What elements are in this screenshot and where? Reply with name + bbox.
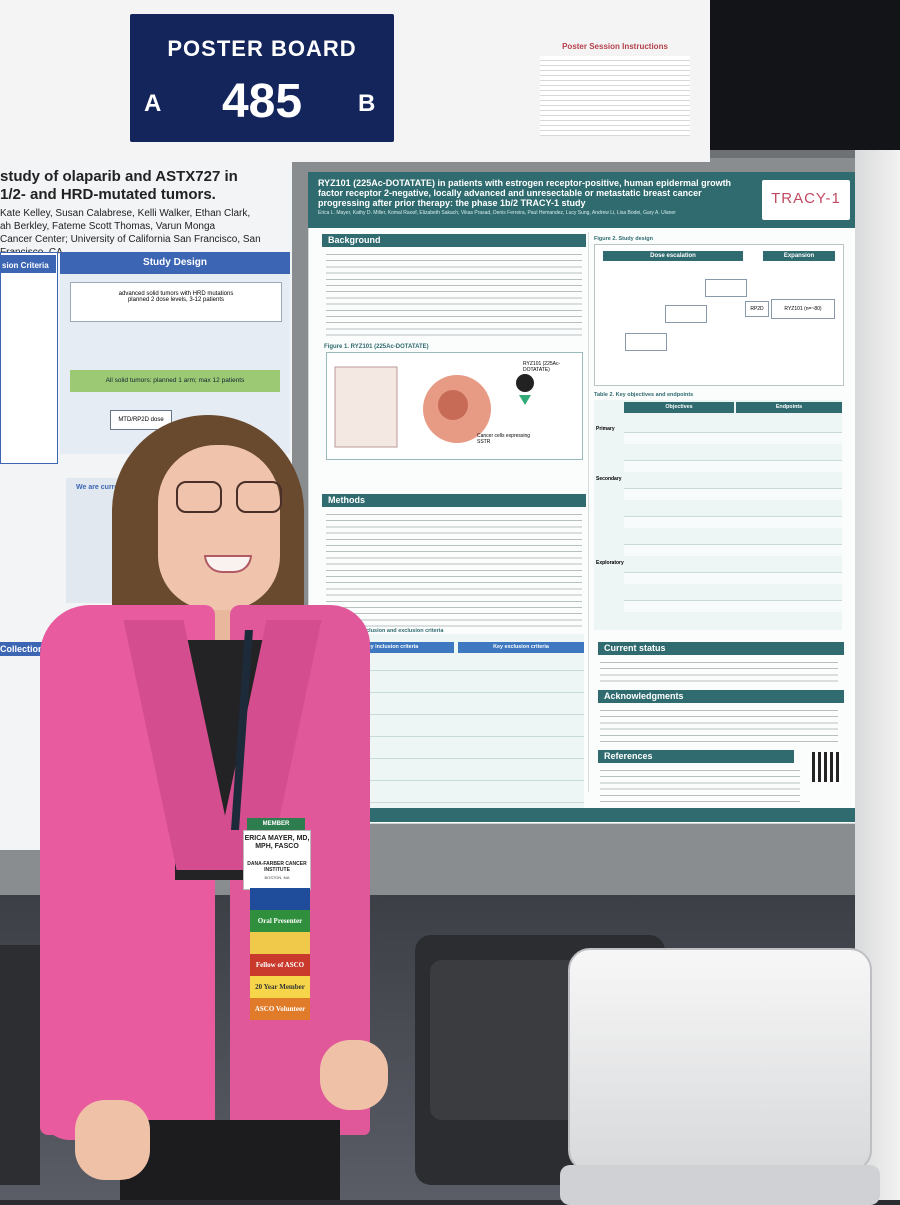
design-box: advanced solid tumors with HRD mutations… (70, 282, 282, 322)
endpoints-header: Endpoints (736, 402, 842, 413)
presenter-right-hand (320, 1040, 388, 1110)
badge-member-tab: MEMBER (247, 818, 305, 830)
inclusion-col-header: Key inclusion criteria (328, 642, 454, 653)
session-instructions-sheet: Poster Session Instructions (530, 40, 700, 150)
ribbon-blue (250, 888, 310, 910)
qr-code[interactable] (812, 752, 842, 782)
acknowledgments-text (600, 706, 838, 744)
secondary-label: Secondary (596, 476, 622, 482)
primary-label: Primary (596, 426, 615, 432)
methods-body-text (326, 510, 582, 628)
inclusion-exclusion-table: Key inclusion criteria Key exclusion cri… (328, 634, 584, 810)
mtd-box: MTD/RP2D dose (110, 410, 172, 430)
sign-number: 485 (221, 75, 303, 128)
dose-escalation-header: Dose escalation (603, 251, 743, 261)
column-divider (588, 232, 589, 792)
main-poster-title: RYZ101 (225Ac-DOTATATE) in patients with… (318, 178, 732, 208)
instructions-title: Poster Session Instructions (562, 42, 668, 51)
left-title-line2: 1/2- and HRD-mutated tumors. (0, 186, 216, 203)
acknowledgments-header: Acknowledgments (598, 690, 844, 703)
left-authors-line2: ah Berkley, Fateme Scott Thomas, Varun M… (0, 221, 216, 232)
main-poster-footer (308, 808, 856, 822)
inclusion-criteria-header: sion Criteria (0, 255, 56, 273)
ribbon-yellow (250, 932, 310, 954)
tracy-1-logo: TRACY-1 (762, 180, 850, 220)
collection-header: Collection (0, 642, 50, 656)
current-status-text (600, 658, 838, 684)
all-solid-tumors-bar: All solid tumors: planned 1 arm; max 12 … (70, 370, 280, 392)
rp2d-box: RP2D (745, 301, 769, 317)
design-sub: planned 2 dose levels, 3-12 patients (127, 297, 225, 303)
inclusion-criteria-panel (0, 252, 58, 464)
figure1-caption: Figure 1. RYZ101 (225Ac-DOTATATE) (324, 344, 429, 350)
left-authors-line1: Kate Kelley, Susan Calabrese, Kelli Walk… (0, 208, 251, 219)
presenter-left-hand (75, 1100, 150, 1180)
sign-letter-a: A (144, 90, 162, 117)
fig1-drug-label: RYZ101 (225Ac-DOTATATE) (523, 361, 561, 373)
exploratory-label: Exploratory (596, 560, 624, 566)
study-design-figure: Dose escalation Expansion RP2D RYZ101 (n… (594, 244, 844, 386)
table1-caption: Table 1. Key inclusion and exclusion cri… (328, 628, 444, 634)
background-header: Background (322, 234, 586, 247)
dark-hall-background (700, 0, 900, 170)
methods-header: Methods (322, 494, 586, 507)
white-chair-back (568, 948, 872, 1172)
left-title-line1: study of olaparib and ASTX727 in (0, 168, 238, 185)
figure1-illustration (334, 366, 534, 448)
main-poster-authors: Erica L. Mayer, Kathy D. Miller, Komal R… (318, 210, 676, 216)
background-body-text (326, 250, 582, 340)
ribbon-oral-presenter: Oral Presenter (250, 910, 310, 932)
ribbon-20-year: 20 Year Member (250, 976, 310, 998)
table1-rows (328, 656, 584, 806)
dose-level-1-box (625, 333, 667, 351)
all-solid-label: All solid tumors: planned 1 arm; max 12 … (105, 377, 245, 384)
ribbon-fellow: Fellow of ASCO (250, 954, 310, 976)
objectives-endpoints-table: Objectives Endpoints Primary Secondary E… (594, 400, 842, 630)
glasses-right-lens (236, 481, 282, 513)
table2-rows (624, 416, 842, 628)
tracy-1-logo-text: TRACY-1 (771, 190, 841, 207)
sign-letter-b: B (358, 90, 376, 117)
current-status-header: Current status (598, 642, 844, 655)
figure1-diagram: RYZ101 (225Ac-DOTATATE) Cancer cells exp… (326, 352, 583, 460)
exclusion-col-header: Key exclusion criteria (458, 642, 584, 653)
left-poster-title: study of olaparib and ASTX727 in 1/2- an… (0, 168, 290, 204)
dose-level-2-box (665, 305, 707, 323)
name-badge: ERICA MAYER, MD, MPH, FASCO DANA-FARBER … (243, 830, 311, 890)
design-text: advanced solid tumors with HRD mutations (118, 291, 234, 297)
fig1-cell-label: Cancer cells expressing SSTR (477, 433, 531, 445)
black-pants (120, 1120, 340, 1200)
presenter-face (158, 445, 280, 610)
sign-title: POSTER BOARD (167, 36, 357, 61)
expansion-box: RYZ101 (n=~80) (771, 299, 835, 319)
poster-board-sign: POSTER BOARD A 485 B (130, 14, 394, 142)
references-text (600, 766, 800, 802)
objectives-header: Objectives (624, 402, 734, 413)
table2-caption: Table 2. Key objectives and endpoints (594, 392, 694, 398)
expansion-header: Expansion (763, 251, 835, 261)
badge-org: DANA-FARBER CANCER INSTITUTE (247, 861, 307, 873)
left-chair (0, 945, 40, 1185)
badge-name: ERICA MAYER, MD, MPH, FASCO (244, 835, 310, 850)
glasses-left-lens (176, 481, 222, 513)
figure2-caption: Figure 2. Study design (594, 236, 653, 242)
study-design-header: Study Design (60, 252, 290, 274)
currently-enrolling-text: We are currently p (76, 484, 137, 491)
white-chair-seat (560, 1165, 880, 1205)
references-header: References (598, 750, 794, 763)
inclusion-criteria-label: sion Criteria (2, 261, 49, 270)
dose-level-3-box (705, 279, 747, 297)
ribbon-volunteer: ASCO Volunteer (250, 998, 310, 1020)
instructions-fine-print (540, 56, 690, 136)
badge-city: BOSTON, MA (264, 875, 290, 880)
